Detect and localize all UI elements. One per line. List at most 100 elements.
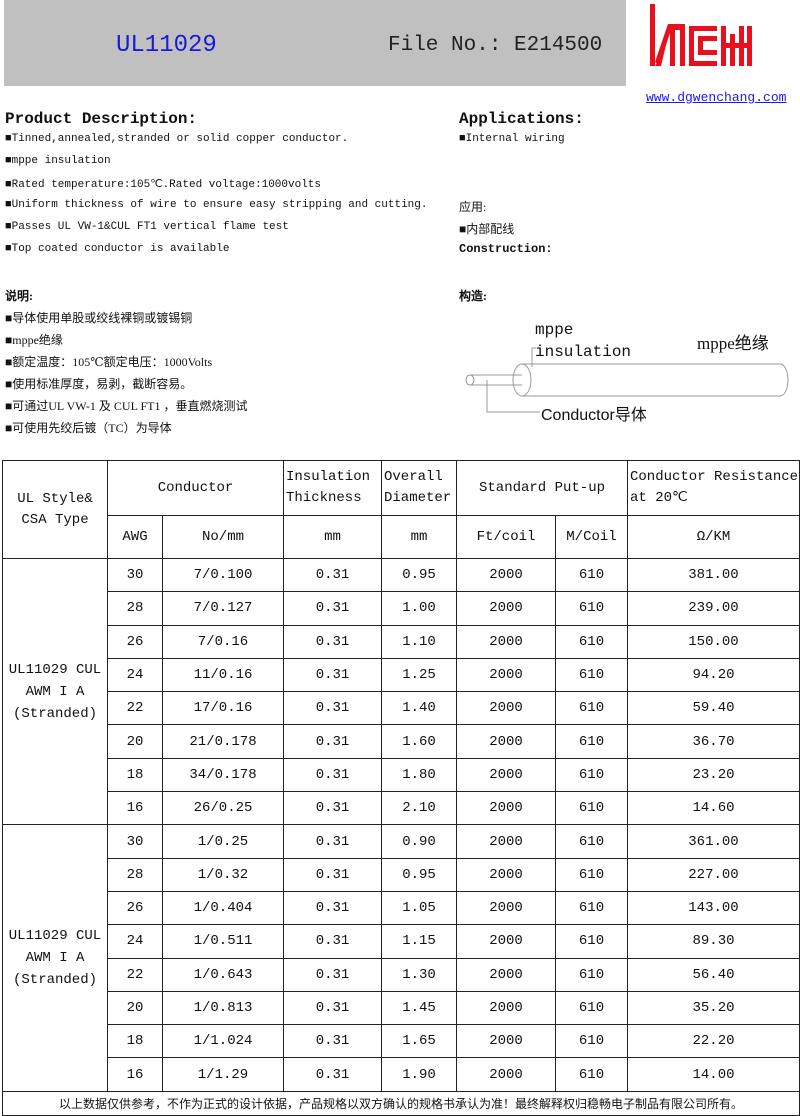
app-cn-item: ■内部配线 — [459, 222, 515, 236]
applications-cn-title: 应用: — [459, 200, 487, 214]
construction-title: Construction: — [459, 242, 553, 256]
resistance-cell: 143.00 — [627, 890, 800, 926]
awg-cell: 28 — [107, 591, 163, 626]
header-awg: AWG — [107, 515, 163, 559]
strands-cell: 17/0.16 — [162, 691, 284, 726]
resistance-cell: 239.00 — [627, 591, 800, 626]
desc-cn-item: ■导体使用单股或绞线裸铜或镀锡铜 — [5, 311, 193, 325]
resistance-cell: 22.20 — [627, 1024, 800, 1059]
diameter-cell: 2.10 — [381, 791, 457, 826]
cable-drawing — [465, 347, 789, 413]
description-cn-title: 说明: — [5, 289, 33, 303]
diameter-cell: 1.80 — [381, 757, 457, 793]
awg-cell: 22 — [107, 691, 163, 726]
strands-cell: 1/1.024 — [162, 1024, 284, 1059]
insulation-cell: 0.31 — [283, 957, 382, 992]
header-ft: Ft/coil — [456, 515, 556, 559]
file-number: File No.: E214500 — [388, 34, 603, 57]
desc-item: ■Tinned,annealed,stranded or solid coppe… — [5, 133, 349, 145]
awg-cell: 20 — [107, 990, 163, 1026]
insulation-cell: 0.31 — [283, 924, 382, 959]
m-coil-cell: 610 — [555, 557, 628, 593]
table-row: 20 21/0.178 0.31 1.60 2000 610 36.70 — [3, 724, 800, 759]
awg-cell: 20 — [107, 724, 163, 759]
table-row: 24 1/0.511 0.31 1.15 2000 610 89.30 — [3, 924, 800, 959]
header-res-unit: Ω/KM — [627, 515, 800, 559]
table-row: 18 1/1.024 0.31 1.65 2000 610 22.20 — [3, 1024, 800, 1059]
strands-cell: 1/0.813 — [162, 990, 284, 1026]
resistance-cell: 94.20 — [627, 657, 800, 693]
ft-coil-cell: 2000 — [456, 757, 556, 793]
resistance-cell: 150.00 — [627, 624, 800, 659]
table-row: 26 7/0.16 0.31 1.10 2000 610 150.00 — [3, 624, 800, 659]
m-coil-cell: 610 — [555, 624, 628, 659]
ft-coil-cell: 2000 — [456, 557, 556, 593]
desc-item: ■Uniform thickness of wire to ensure eas… — [5, 199, 428, 211]
website-link[interactable]: www.dgwenchang.com — [646, 90, 787, 105]
m-coil-cell: 610 — [555, 724, 628, 759]
m-coil-cell: 610 — [555, 757, 628, 793]
diameter-cell: 1.65 — [381, 1024, 457, 1059]
table-row: 24 11/0.16 0.31 1.25 2000 610 94.20 — [3, 657, 800, 693]
m-coil-cell: 610 — [555, 824, 628, 859]
table-row: 26 1/0.404 0.31 1.05 2000 610 143.00 — [3, 890, 800, 926]
ft-coil-cell: 2000 — [456, 824, 556, 859]
style-cell: UL11029 CUL AWM I A (Stranded) — [2, 557, 108, 826]
desc-item: ■Passes UL VW-1&CUL FT1 vertical flame t… — [5, 221, 289, 233]
m-coil-cell: 610 — [555, 591, 628, 626]
strands-cell: 1/0.643 — [162, 957, 284, 992]
ft-coil-cell: 2000 — [456, 1057, 556, 1092]
strands-cell: 1/0.25 — [162, 824, 284, 859]
header-conductor: Conductor — [107, 460, 284, 516]
awg-cell: 28 — [107, 857, 163, 892]
header-insulation: Insulation Thickness — [283, 460, 382, 516]
m-coil-cell: 610 — [555, 657, 628, 693]
awg-cell: 24 — [107, 924, 163, 959]
product-description-title: Product Description: — [5, 110, 198, 128]
insulation-cell: 0.31 — [283, 890, 382, 926]
diameter-cell: 0.95 — [381, 557, 457, 593]
insulation-cell: 0.31 — [283, 824, 382, 859]
insulation-cell: 0.31 — [283, 591, 382, 626]
strands-cell: 7/0.127 — [162, 591, 284, 626]
m-coil-cell: 610 — [555, 1057, 628, 1092]
strands-cell: 34/0.178 — [162, 757, 284, 793]
m-coil-cell: 610 — [555, 791, 628, 826]
insulation-cell: 0.31 — [283, 1024, 382, 1059]
construction-cn-title: 构造: — [459, 289, 487, 303]
awg-cell: 18 — [107, 757, 163, 793]
diameter-cell: 1.25 — [381, 657, 457, 693]
diameter-cell: 1.60 — [381, 724, 457, 759]
insulation-cell: 0.31 — [283, 857, 382, 892]
strands-cell: 26/0.25 — [162, 791, 284, 826]
style-cell: UL11029 CUL AWM I A (Stranded) — [2, 824, 108, 1092]
header-resistance: Conductor Resistance at 20℃ — [627, 460, 800, 516]
m-coil-cell: 610 — [555, 957, 628, 992]
awg-cell: 30 — [107, 824, 163, 859]
insulation-cell: 0.31 — [283, 757, 382, 793]
desc-item: ■mppe insulation — [5, 155, 111, 167]
header-nomm: No/mm — [162, 515, 284, 559]
resistance-cell: 14.60 — [627, 791, 800, 826]
header-style: UL Style& CSA Type — [2, 460, 108, 559]
awg-cell: 16 — [107, 791, 163, 826]
m-coil-cell: 610 — [555, 857, 628, 892]
resistance-cell: 381.00 — [627, 557, 800, 593]
m-coil-cell: 610 — [555, 924, 628, 959]
conductor-label: Conductor导体 — [541, 407, 647, 424]
desc-item: ■Rated temperature:105℃.Rated voltage:10… — [5, 179, 322, 191]
table-row: UL11029 CUL AWM I A (Stranded) 30 7/0.100 0… — [2, 557, 800, 826]
resistance-cell: 227.00 — [627, 857, 800, 892]
ft-coil-cell: 2000 — [456, 624, 556, 659]
insulation-cell: 0.31 — [283, 624, 382, 659]
diameter-cell: 1.10 — [381, 624, 457, 659]
cable-construction-diagram: mppe insulation mppe绝缘 Conductor导体 — [455, 315, 800, 430]
diameter-cell: 1.15 — [381, 924, 457, 959]
resistance-cell: 56.40 — [627, 957, 800, 992]
diameter-cell: 1.40 — [381, 691, 457, 726]
resistance-cell: 89.30 — [627, 924, 800, 959]
strands-cell: 21/0.178 — [162, 724, 284, 759]
diameter-cell: 1.00 — [381, 591, 457, 626]
ft-coil-cell: 2000 — [456, 1024, 556, 1059]
ft-coil-cell: 2000 — [456, 724, 556, 759]
